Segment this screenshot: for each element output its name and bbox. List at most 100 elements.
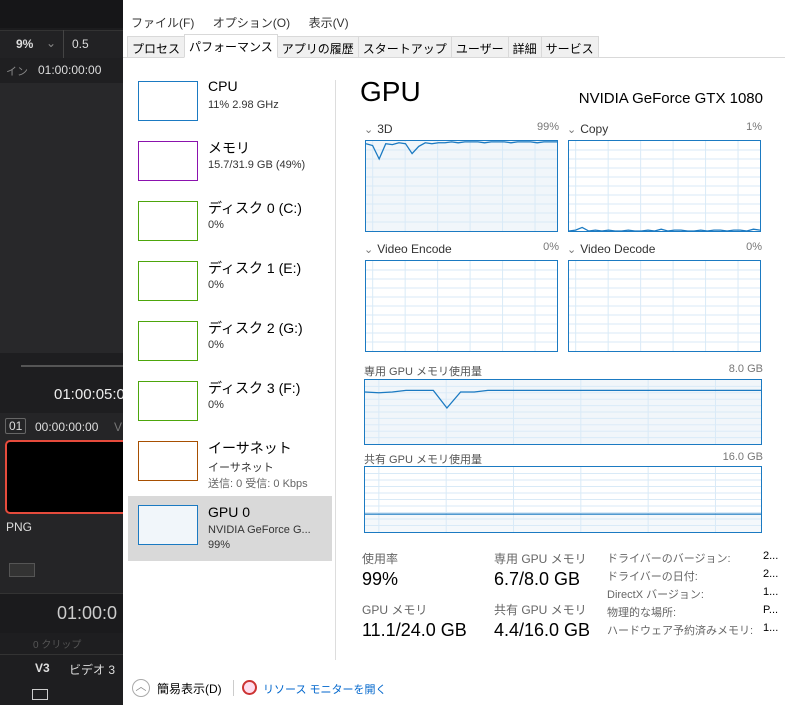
menu-options[interactable]: オプション(O) [212,16,291,30]
menu-bar: ファイル(F) オプション(O) 表示(V) [131,14,363,32]
film-icon [32,689,48,700]
sidebar-item-name: ディスク 2 (G:) [208,320,303,336]
in-timecode: 01:00:00:00 [38,63,102,77]
sidebar-item-detail: 11% 2.98 GHz [208,99,279,111]
dedicated-memory-label: 専用 GPU メモリ使用量 [364,366,482,378]
engine-header[interactable]: ⌄ Copy 1% [567,120,762,138]
sidebar-thumbnail [138,261,198,301]
engine-label: 3D [377,122,393,136]
engine-value: 0% [746,241,762,253]
gpu-memory-value: 11.1/24.0 GB [362,620,467,640]
sidebar-item-detail-2: 99% [208,539,231,551]
sidebar-item[interactable]: ディスク 3 (F:) 0% [128,376,332,436]
property-value: 2... [763,568,779,580]
sidebar-item[interactable]: GPU 0 NVIDIA GeForce G... 99% [128,496,332,561]
video-editor-background: 9% ⌄ 0.5 イン 01:00:00:00 01:00:05:0 01 00… [0,0,123,705]
menu-view[interactable]: 表示(V) [308,16,349,30]
dedicated-memory-line [365,389,761,410]
engine-label: Video Decode [580,242,656,256]
property-value: P... [763,604,779,616]
sidebar-item[interactable]: ディスク 1 (E:) 0% [128,256,332,316]
menu-file[interactable]: ファイル(F) [131,16,195,30]
shared-memory-chart [364,466,762,533]
divider [335,80,336,660]
tab-services[interactable]: サービス [540,36,599,58]
sidebar-thumbnail [138,321,198,361]
zoom-value[interactable]: 9% [16,37,34,51]
tab-users[interactable]: ユーザー [450,36,509,58]
tab-bar: プロセス パフォーマンス アプリの履歴 スタートアップ ユーザー 詳細 サービス [127,34,599,58]
timecode: 01:00:05:0 [54,386,123,403]
gpu-memory-label: GPU メモリ [362,603,428,617]
property-label: DirectX バージョン: [607,589,704,601]
engine-chart [568,140,761,232]
sidebar-item[interactable]: ディスク 2 (G:) 0% [128,316,332,376]
sidebar-item-detail: 15.7/31.9 GB (49%) [208,159,306,171]
engine-header[interactable]: ⌄ 3D 99% [364,120,559,138]
sidebar-item[interactable]: イーサネット イーサネット 送信: 0 受信: 0 Kbps [128,436,332,496]
chevron-down-icon[interactable]: ⌄ [364,244,374,256]
engine-label: Video Encode [377,242,452,256]
engine-label: Copy [580,122,609,136]
tab-details[interactable]: 詳細 [507,36,542,58]
engine-value: 1% [746,121,762,133]
sidebar-item-name: ディスク 3 (F:) [208,380,301,396]
speed-value[interactable]: 0.5 [72,37,89,51]
dedicated-memory-stat-value: 6.7/8.0 GB [494,569,581,589]
page-title: GPU [360,76,421,107]
sidebar-thumbnail [138,201,198,241]
clip-thumbnail[interactable] [5,440,123,514]
sidebar-thumbnail [138,81,198,121]
sidebar-item[interactable]: CPU 11% 2.98 GHz [128,76,332,136]
engine-0-line [366,141,557,161]
open-resource-monitor-link[interactable]: リソース モニターを開く [263,684,387,696]
property-label: 物理的な場所: [607,607,677,619]
chevron-down-icon[interactable]: ⌄ [364,124,374,136]
tab-startup[interactable]: スタートアップ [357,36,452,58]
fewer-details-button[interactable]: 簡易表示(D) [157,682,222,696]
sidebar-item-name: イーサネット [208,440,292,456]
property-value: 1... [763,586,779,598]
track-name: ビデオ 3 [69,663,116,677]
sidebar-item-detail: イーサネット [208,462,274,474]
sidebar-item[interactable]: ディスク 0 (C:) 0% [128,196,332,256]
chevron-up-icon[interactable]: ︿ [132,679,150,697]
engine-value: 0% [543,241,559,253]
sidebar-item[interactable]: メモリ 15.7/31.9 GB (49%) [128,136,332,196]
engine-header[interactable]: ⌄ Video Encode 0% [364,240,559,258]
sidebar-item-detail: 0% [208,339,224,351]
sidebar-item-detail: NVIDIA GeForce G... [208,524,311,536]
engine-1-line [569,226,760,231]
shared-memory-stat-value: 4.4/16.0 GB [494,620,591,640]
sidebar-item-detail-2: 送信: 0 受信: 0 Kbps [208,478,308,490]
sidebar-item-detail: 0% [208,219,224,231]
tab-processes[interactable]: プロセス [127,36,186,58]
tab-performance[interactable]: パフォーマンス [184,34,278,58]
timeline-view-icon[interactable] [9,563,35,577]
engine-value: 99% [536,121,559,133]
sidebar-thumbnail [138,441,198,481]
chevron-down-icon[interactable]: ⌄ [567,244,577,256]
engine-header[interactable]: ⌄ Video Decode 0% [567,240,762,258]
tab-app-history[interactable]: アプリの履歴 [276,36,359,58]
engine-chart [365,260,558,352]
timeline-timecode: 01:00:0 [57,603,118,623]
engine-chart [568,260,761,352]
resource-monitor-icon [242,680,257,695]
engine-chart [365,140,558,232]
clip-track: V [114,420,123,434]
shared-memory-stat-label: 共有 GPU メモリ [494,603,587,617]
dedicated-memory-chart [364,379,762,445]
sidebar-item-name: ディスク 1 (E:) [208,260,302,276]
sidebar-item-detail: 0% [208,279,224,291]
property-value: 1... [763,622,779,634]
task-manager-window: ファイル(F) オプション(O) 表示(V) プロセス パフォーマンス アプリの… [123,0,785,705]
dedicated-memory-max: 8.0 GB [728,363,763,375]
clip-number: 01 [5,418,27,434]
shared-memory-max: 16.0 GB [722,451,763,463]
sidebar-item-name: ディスク 0 (C:) [208,200,302,216]
sidebar-thumbnail [138,141,198,181]
sidebar-thumbnail [138,381,198,421]
chevron-down-icon[interactable]: ⌄ [567,124,577,136]
chevron-down-icon[interactable]: ⌄ [46,36,57,50]
